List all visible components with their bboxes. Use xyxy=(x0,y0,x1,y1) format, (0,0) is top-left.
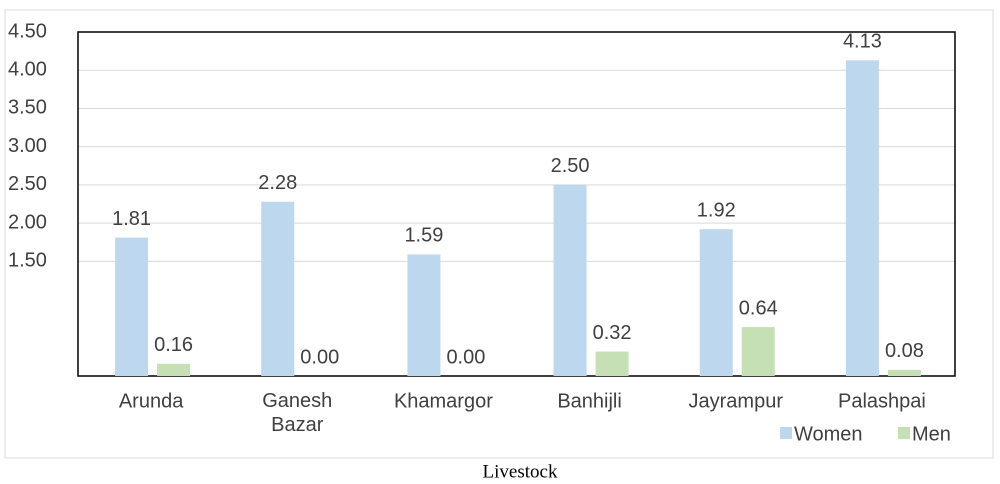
x-tick-label-line: Bazar xyxy=(271,414,324,436)
data-label: 0.16 xyxy=(154,334,193,356)
x-tick-label: Khamargor xyxy=(394,390,493,412)
data-label: 1.81 xyxy=(112,208,151,230)
x-axis-title: Livestock xyxy=(483,461,558,482)
plot-frame xyxy=(77,31,956,377)
y-tick-label: 4.50 xyxy=(8,20,47,42)
y-tick-label: 4.00 xyxy=(8,59,47,81)
legend-label: Men xyxy=(912,423,951,445)
x-tick-label: Ganesh Bazar xyxy=(262,390,332,436)
data-label: 0.32 xyxy=(593,322,632,344)
legend-swatch xyxy=(780,427,792,439)
bar xyxy=(407,254,441,376)
legend-label: Women xyxy=(794,423,863,445)
x-tick-label: Jayrampur xyxy=(689,390,784,412)
x-tick-label: Arunda xyxy=(119,390,184,412)
data-label: 0.64 xyxy=(739,297,778,319)
data-label: 0.00 xyxy=(300,346,339,368)
data-label: 4.13 xyxy=(843,31,882,53)
chart-border xyxy=(4,9,994,459)
y-tick-label: 3.50 xyxy=(8,97,47,119)
x-tick-label-line: Ganesh xyxy=(262,390,332,412)
bar xyxy=(741,327,775,376)
y-tick-label: 1.50 xyxy=(8,250,47,272)
y-tick-label: 2.50 xyxy=(8,173,47,195)
bar xyxy=(699,229,733,376)
y-tick-label: 3.00 xyxy=(8,135,47,157)
bar xyxy=(261,201,295,376)
data-label: 2.50 xyxy=(551,155,590,177)
data-label: 0.00 xyxy=(446,346,485,368)
data-label: 0.08 xyxy=(885,340,924,362)
bar xyxy=(553,184,587,376)
x-tick-label: Banhijli xyxy=(557,390,621,412)
y-tick-label: 2.00 xyxy=(8,211,47,233)
bar xyxy=(887,369,921,376)
data-label: 2.28 xyxy=(258,172,297,194)
legend-swatch xyxy=(898,427,910,439)
bar xyxy=(157,363,191,376)
x-tick-label: Palashpai xyxy=(838,390,926,412)
bar xyxy=(595,351,629,376)
data-label: 1.92 xyxy=(697,200,736,222)
bar xyxy=(115,237,149,376)
bar xyxy=(845,60,879,376)
data-label: 1.59 xyxy=(404,225,443,247)
